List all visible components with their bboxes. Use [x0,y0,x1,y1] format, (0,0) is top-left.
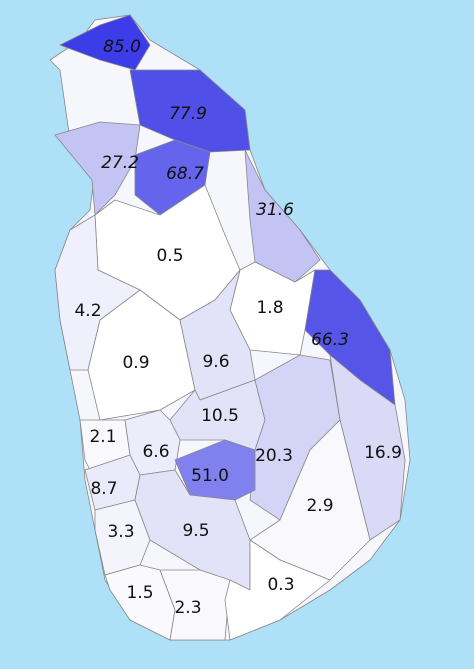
district-value: 2.1 [89,427,116,447]
districts [54,14,406,641]
district-value: 6.6 [142,442,169,462]
district [159,569,231,641]
district-value: 85.0 [103,37,141,57]
district-value: 0.9 [122,353,149,373]
district [54,121,141,216]
labels: 85.0 77.9 27.2 68.7 31.6 0.5 4.2 1.8 66.3 0.9 9.6 1… [74,37,401,618]
district-value: 66.3 [311,330,349,350]
district-value: 77.9 [169,104,207,124]
district-value: 0.3 [267,575,294,595]
district-value: 9.6 [202,352,229,372]
district [59,14,151,71]
district-value: 68.7 [166,164,204,184]
district-value: 2.9 [306,496,333,516]
district [224,539,331,641]
district-value: 9.5 [182,521,209,541]
district-value: 1.8 [256,298,283,318]
district-value: 1.5 [126,583,153,603]
district [129,69,251,153]
district [87,289,196,421]
district-value: 2.3 [174,598,201,618]
district-value: 27.2 [101,153,139,173]
district [244,149,321,283]
district-value: 0.5 [156,246,183,266]
district-value: 3.3 [107,522,134,542]
district-value: 20.3 [255,446,293,466]
district-value: 8.7 [90,479,117,499]
district-value: 16.9 [364,443,402,463]
district-value: 31.6 [256,200,294,220]
district-value: 4.2 [74,301,101,321]
district-value: 51.0 [191,466,229,486]
district-value: 10.5 [201,406,239,426]
